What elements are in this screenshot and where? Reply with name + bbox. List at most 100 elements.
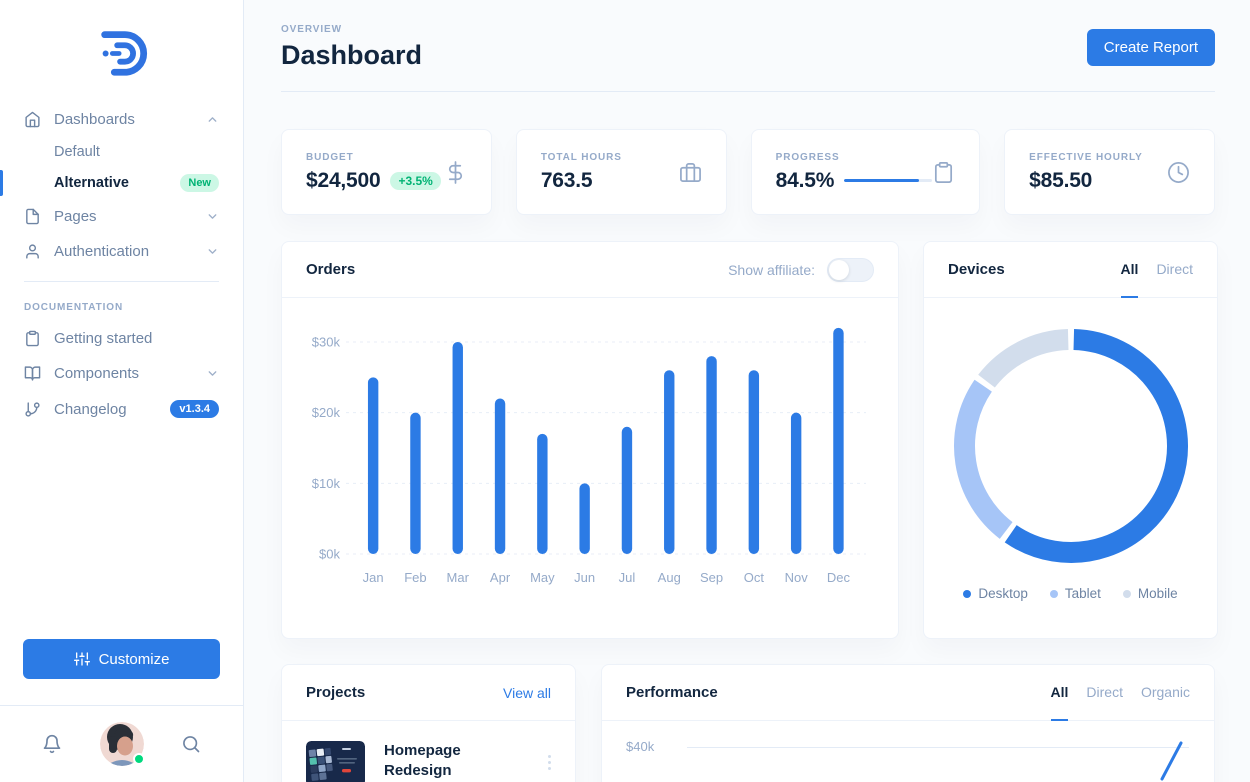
search-icon[interactable] xyxy=(181,734,201,754)
sidebar-item-components[interactable]: Components xyxy=(0,356,243,391)
create-report-button[interactable]: Create Report xyxy=(1086,29,1215,66)
sidebar-item-label: Changelog xyxy=(54,400,127,418)
svg-text:Jul: Jul xyxy=(619,570,636,585)
budget-delta-badge: +3.5% xyxy=(390,171,441,190)
project-list-item[interactable]: Homepage Redesign xyxy=(282,721,575,782)
chevron-down-icon xyxy=(206,367,219,380)
effective-hourly-value: $85.50 xyxy=(1029,168,1093,192)
svg-text:Apr: Apr xyxy=(490,570,511,585)
toggle-knob xyxy=(829,259,849,280)
sidebar-item-authentication[interactable]: Authentication xyxy=(0,234,243,269)
show-affiliate-label: Show affiliate: xyxy=(728,261,815,278)
total-hours-card: Total hours 763.5 xyxy=(515,129,727,215)
customize-button[interactable]: Customize xyxy=(23,639,220,679)
budget-card: Budget $24,500 +3.5% xyxy=(281,129,492,215)
devices-legend: Desktop Tablet Mobile xyxy=(963,586,1178,601)
stat-label: Effective hourly xyxy=(1029,151,1143,163)
page-title: Dashboard xyxy=(281,40,423,70)
legend-item-tablet: Tablet xyxy=(1049,586,1101,601)
dashkit-logo-icon xyxy=(100,31,147,76)
sidebar: Dashboards Default Alternative New Pages xyxy=(0,0,244,782)
stat-label: Progress xyxy=(775,151,840,163)
sidebar-item-label: Getting started xyxy=(54,330,153,347)
performance-tab-direct[interactable]: Direct xyxy=(1086,684,1123,700)
chevron-down-icon xyxy=(206,210,219,223)
performance-ytick-label: $40k xyxy=(626,739,655,754)
more-vertical-icon[interactable] xyxy=(548,755,551,770)
sidebar-footer xyxy=(0,705,243,782)
legend-item-mobile: Mobile xyxy=(1122,586,1178,601)
svg-text:Feb: Feb xyxy=(404,570,426,585)
svg-text:Nov: Nov xyxy=(785,570,809,585)
project-title: Homepage Redesign xyxy=(384,742,461,779)
svg-text:Sep: Sep xyxy=(700,570,723,585)
total-hours-value: 763.5 xyxy=(540,168,593,192)
orders-bar-chart: $0k $10k $20k $30k Jan Feb Mar Apr May Jun Jul Aug S… xyxy=(312,327,866,585)
svg-text:$20k: $20k xyxy=(312,405,341,420)
budget-value: $24,500 xyxy=(306,168,381,192)
sidebar-divider xyxy=(24,281,219,282)
progress-bar-fill xyxy=(844,179,919,182)
devices-donut-chart xyxy=(953,329,1188,563)
progress-value: 84.5% xyxy=(775,168,835,192)
svg-text:$0k: $0k xyxy=(319,547,340,562)
version-badge: v1.3.4 xyxy=(170,400,219,418)
clipboard-icon xyxy=(932,161,955,184)
sidebar-nav: Dashboards Default Alternative New Pages xyxy=(0,94,243,427)
stats-row: Budget $24,500 +3.5% Total hours 763.5 xyxy=(281,129,1215,215)
mobile-legend-dot xyxy=(1122,589,1131,598)
performance-line-chart xyxy=(1160,741,1183,781)
chevron-up-icon xyxy=(206,113,219,126)
online-status-dot xyxy=(132,753,145,765)
sidebar-item-changelog[interactable]: Changelog v1.3.4 xyxy=(0,391,243,427)
chevron-down-icon xyxy=(206,245,219,258)
sidebar-item-label: Dashboards xyxy=(54,111,135,128)
page-kicker: Overview xyxy=(281,24,342,35)
sidebar-item-alternative[interactable]: Alternative New xyxy=(0,167,243,199)
sidebar-item-label: Components xyxy=(54,365,140,382)
effective-hourly-card: Effective hourly $85.50 xyxy=(1004,129,1215,215)
dollar-sign-icon xyxy=(444,160,467,184)
svg-text:$10k: $10k xyxy=(312,476,341,491)
svg-text:Jun: Jun xyxy=(574,570,595,585)
legend-label: Mobile xyxy=(1137,586,1178,601)
sidebar-item-label: Pages xyxy=(54,208,97,225)
main-content: Overview Dashboard Create Report Budget … xyxy=(244,0,1250,782)
sliders-icon xyxy=(73,652,90,666)
progress-bar xyxy=(844,179,933,182)
orders-title: Orders xyxy=(306,261,356,278)
show-affiliate-toggle[interactable] xyxy=(827,257,874,282)
new-badge: New xyxy=(180,174,219,192)
user-avatar[interactable] xyxy=(99,722,145,766)
view-all-link[interactable]: View all xyxy=(503,684,551,701)
git-branch-icon xyxy=(24,401,41,418)
app-logo[interactable] xyxy=(0,0,243,94)
user-icon xyxy=(24,243,41,260)
sidebar-item-dashboards[interactable]: Dashboards xyxy=(0,102,243,137)
stat-label: Total hours xyxy=(540,151,622,163)
performance-title: Performance xyxy=(626,684,718,701)
stat-label: Budget xyxy=(306,151,354,163)
devices-tab-all[interactable]: All xyxy=(1120,242,1139,298)
clock-icon xyxy=(1167,161,1190,184)
sidebar-item-default[interactable]: Default xyxy=(0,137,243,167)
customize-label: Customize xyxy=(98,650,170,668)
svg-text:Mar: Mar xyxy=(447,570,470,585)
performance-tab-organic[interactable]: Organic xyxy=(1140,684,1190,700)
legend-item-desktop: Desktop xyxy=(963,586,1028,601)
svg-text:Dec: Dec xyxy=(827,570,851,585)
devices-tab-direct[interactable]: Direct xyxy=(1156,261,1193,277)
sidebar-item-label: Default xyxy=(54,144,100,160)
sidebar-item-pages[interactable]: Pages xyxy=(0,199,243,234)
orders-card: Orders Show affiliate: $0k $10k $20k $30k Ja… xyxy=(281,241,899,639)
project-thumbnail xyxy=(306,741,365,782)
clipboard-icon xyxy=(24,330,41,347)
svg-text:Oct: Oct xyxy=(744,570,765,585)
bell-icon[interactable] xyxy=(42,734,62,754)
sidebar-section-title: Documentation xyxy=(24,302,124,313)
briefcase-icon xyxy=(679,161,702,184)
performance-card: Performance All Direct Organic $40k xyxy=(601,664,1215,782)
svg-text:May: May xyxy=(530,570,555,585)
sidebar-item-getting-started[interactable]: Getting started xyxy=(0,321,243,356)
performance-tab-all[interactable]: All xyxy=(1050,665,1069,721)
